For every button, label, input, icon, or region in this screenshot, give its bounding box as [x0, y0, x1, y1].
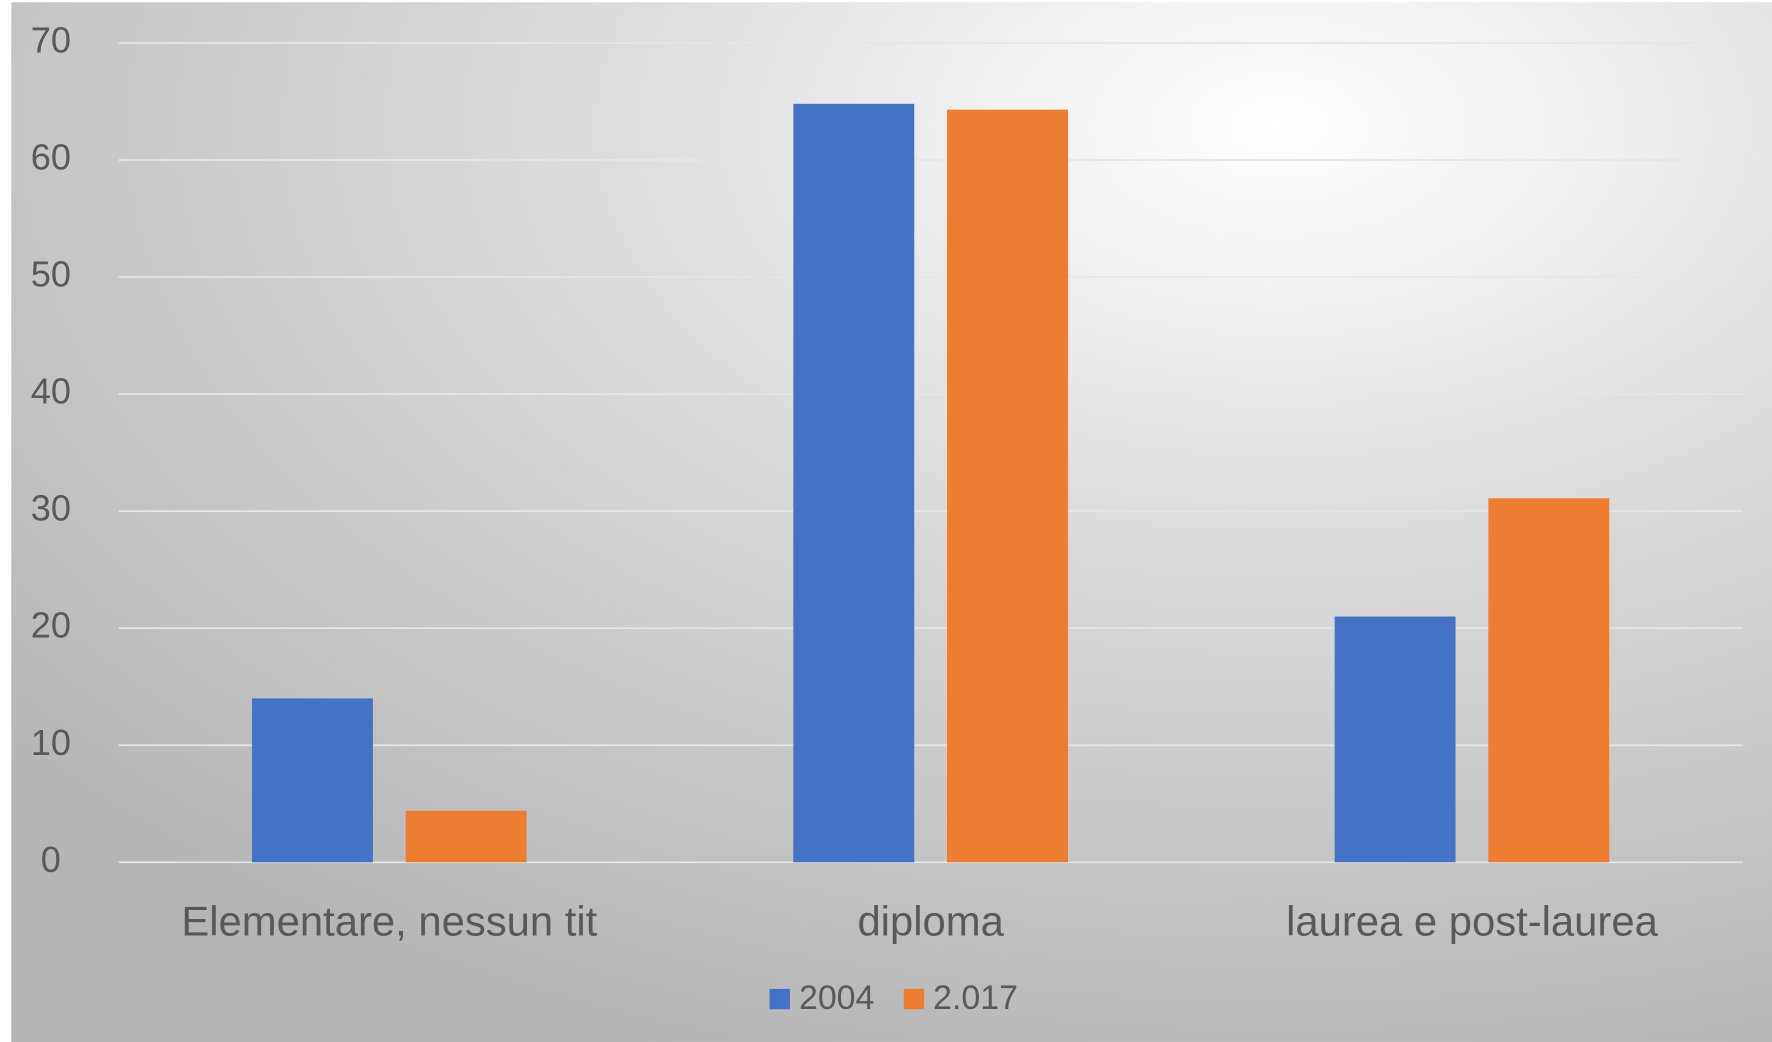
bar — [1488, 498, 1610, 863]
legend-label: 2.017 — [933, 979, 1018, 1017]
bar — [947, 109, 1068, 863]
y-tick-label: 70 — [31, 20, 71, 61]
bar — [252, 698, 373, 863]
y-tick-label: 10 — [31, 722, 71, 763]
bar — [1334, 616, 1456, 863]
legend-label: 2004 — [799, 979, 874, 1017]
y-tick-label: 20 — [31, 605, 71, 646]
x-tick-label: laurea e post-laurea — [1286, 897, 1659, 944]
y-tick-label: 40 — [31, 371, 71, 412]
legend-swatch — [903, 988, 925, 1010]
y-tick-label: 50 — [31, 254, 71, 295]
y-tick-label: 60 — [31, 137, 71, 178]
bar — [405, 810, 527, 863]
bar — [793, 103, 915, 863]
y-tick-label: 30 — [31, 488, 71, 529]
x-tick-label: diploma — [857, 897, 1004, 944]
x-tick-label: Elementare, nessun tit — [181, 897, 597, 944]
y-tick-label: 0 — [41, 839, 61, 880]
legend-swatch — [769, 988, 790, 1010]
